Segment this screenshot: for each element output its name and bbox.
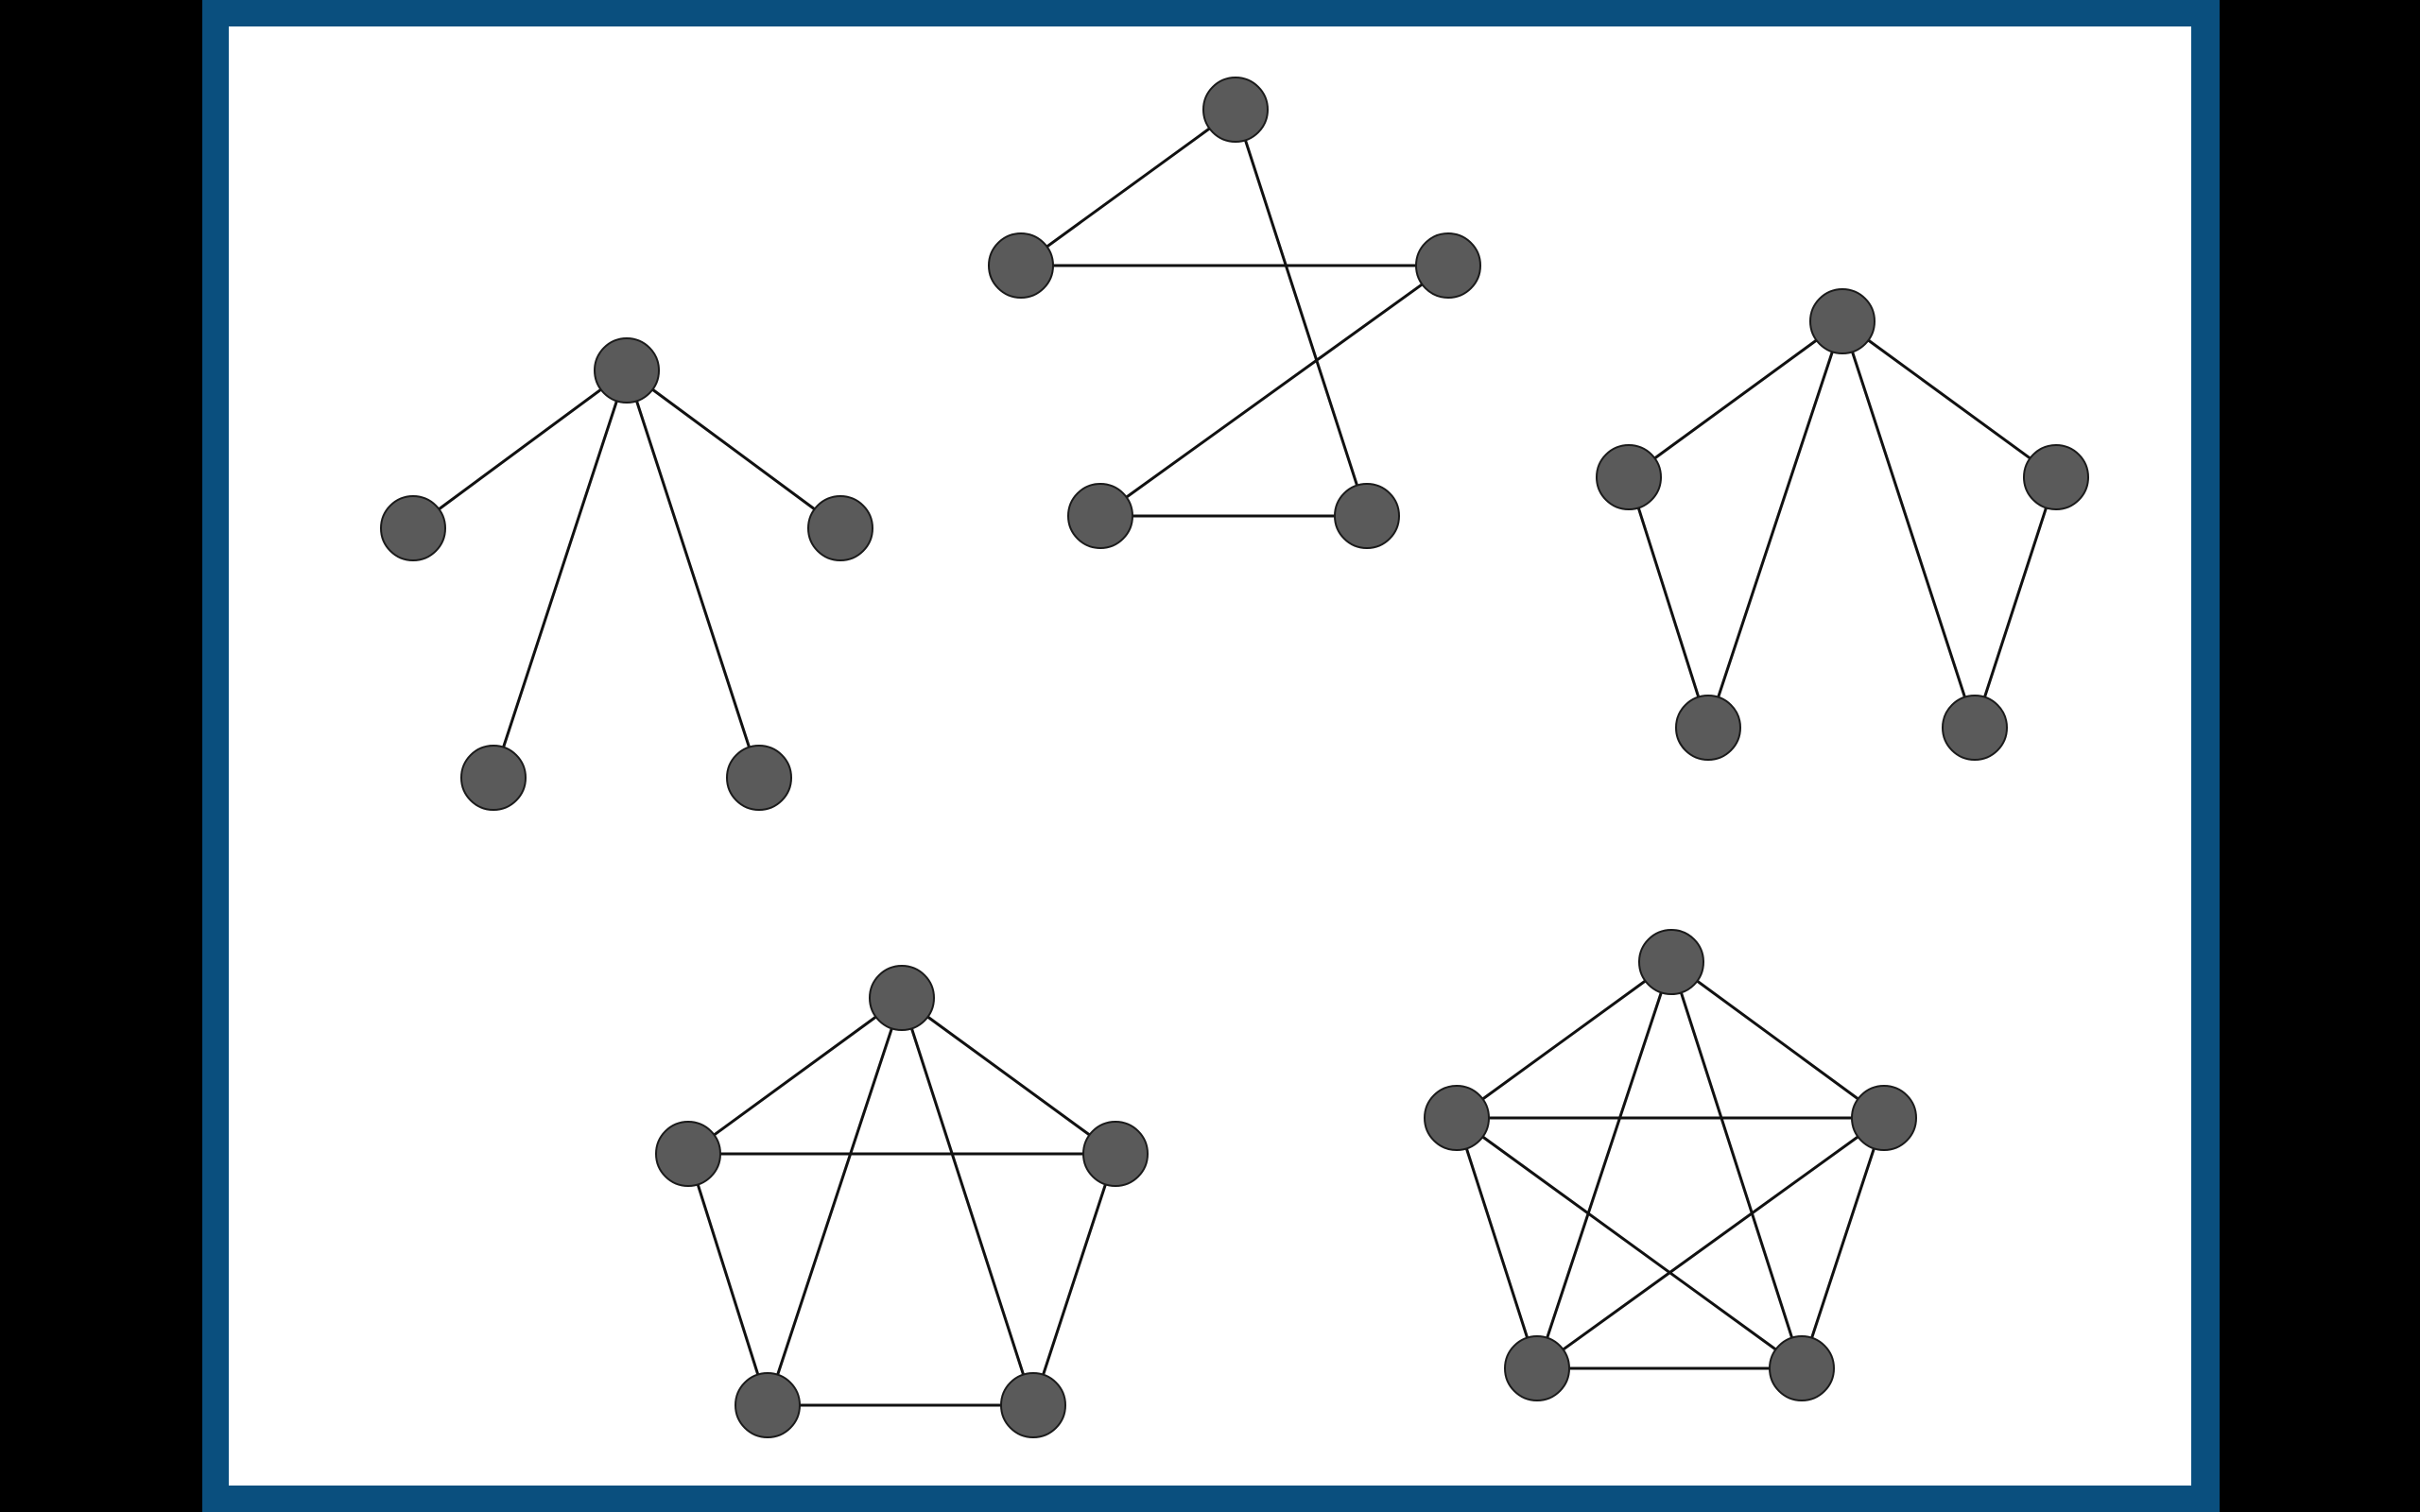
fan-graph-node-1 bbox=[1596, 444, 1662, 510]
fan-graph-node-3 bbox=[1675, 695, 1741, 761]
complete-graph-edge-1-3 bbox=[1455, 1117, 1539, 1369]
complete-graph-edge-2-4 bbox=[1800, 1117, 1886, 1369]
star-graph-edge-0-2 bbox=[626, 369, 841, 530]
complete-graph-node-1 bbox=[1424, 1085, 1490, 1151]
cycle-graph-node-1 bbox=[988, 232, 1054, 299]
wheel-like-graph-node-3 bbox=[735, 1372, 801, 1438]
cycle-graph-node-0 bbox=[1202, 77, 1269, 143]
wheel-like-graph-node-2 bbox=[1082, 1121, 1149, 1187]
wheel-like-graph-edge-0-4 bbox=[900, 997, 1035, 1406]
star-graph-node-0 bbox=[594, 337, 660, 404]
wheel-like-graph-node-4 bbox=[1000, 1372, 1066, 1438]
cycle-graph-node-2 bbox=[1415, 232, 1481, 299]
fan-graph-edge-0-3 bbox=[1706, 320, 1844, 729]
fan-graph-edge-1-3 bbox=[1627, 476, 1710, 729]
cycle-graph-edge-0-1 bbox=[1020, 108, 1236, 267]
cycle-graph-node-3 bbox=[1067, 483, 1133, 549]
complete-graph-node-0 bbox=[1638, 929, 1704, 995]
fan-graph-edge-0-1 bbox=[1628, 319, 1843, 479]
cycle-graph-node-4 bbox=[1334, 483, 1400, 549]
fan-graph-node-2 bbox=[2023, 444, 2089, 510]
wheel-like-graph-edge-0-1 bbox=[687, 996, 903, 1156]
star-graph-node-2 bbox=[807, 495, 873, 561]
complete-graph-edge-0-4 bbox=[1669, 961, 1804, 1369]
star-graph-edge-0-4 bbox=[625, 369, 761, 779]
complete-graph-node-2 bbox=[1851, 1085, 1917, 1151]
wheel-like-graph-edge-0-2 bbox=[901, 996, 1116, 1156]
wheel-like-graph-edge-0-3 bbox=[766, 997, 904, 1406]
star-graph-edge-0-3 bbox=[492, 369, 629, 779]
complete-graph-node-3 bbox=[1504, 1335, 1570, 1401]
wheel-like-graph-node-0 bbox=[869, 965, 935, 1031]
fan-graph-node-0 bbox=[1809, 288, 1876, 354]
cycle-graph-edge-4-0 bbox=[1234, 109, 1369, 517]
cycle-graph-edge-2-3 bbox=[1099, 264, 1449, 518]
fan-graph-node-4 bbox=[1942, 695, 2008, 761]
wheel-like-graph-edge-1-3 bbox=[686, 1153, 769, 1406]
fan-graph-edge-2-4 bbox=[1973, 476, 2058, 729]
complete-graph-edge-0-3 bbox=[1535, 961, 1673, 1369]
fan-graph-edge-0-4 bbox=[1841, 320, 1977, 729]
star-graph-node-3 bbox=[460, 745, 527, 811]
cycle-graph bbox=[988, 77, 1481, 549]
star-graph bbox=[380, 337, 873, 811]
diagram-canvas bbox=[229, 26, 2191, 1486]
fan-graph bbox=[1596, 288, 2089, 761]
wheel-like-graph bbox=[655, 965, 1149, 1438]
complete-graph-edge-0-2 bbox=[1670, 960, 1885, 1120]
wheel-like-graph-node-1 bbox=[655, 1121, 721, 1187]
star-graph-node-4 bbox=[726, 745, 792, 811]
complete-graph-edge-0-1 bbox=[1456, 960, 1672, 1120]
wheel-like-graph-edge-2-4 bbox=[1031, 1153, 1117, 1406]
star-graph-edge-0-1 bbox=[412, 369, 628, 530]
complete-graph-node-4 bbox=[1769, 1335, 1835, 1401]
complete-graph bbox=[1424, 929, 1917, 1401]
star-graph-node-1 bbox=[380, 495, 446, 561]
complete-graph-edge-2-3 bbox=[1536, 1116, 1885, 1370]
fan-graph-edge-0-2 bbox=[1841, 319, 2057, 479]
complete-graph-edge-1-4 bbox=[1456, 1116, 1803, 1370]
